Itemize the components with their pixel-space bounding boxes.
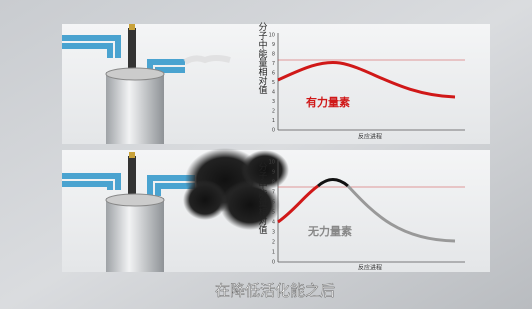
scene: 在降低活化能之后 012345678910分子中能量相对值有力量素反应进程012… <box>0 0 532 309</box>
y-axis-label: 分子中能量相对值 <box>257 22 268 94</box>
y-tick-label: 2 <box>272 240 275 246</box>
y-tick-label: 0 <box>272 260 275 266</box>
caption: 在降低活化能之后 <box>215 282 335 300</box>
y-tick-label: 0 <box>272 128 275 134</box>
y-tick-label: 1 <box>272 118 275 124</box>
y-tick-label: 7 <box>272 190 275 196</box>
y-tick-label: 6 <box>272 200 275 206</box>
y-tick-label: 9 <box>272 42 275 48</box>
y-tick-label: 7 <box>272 61 275 67</box>
x-axis-label: 反应进程 <box>358 133 382 141</box>
y-tick-label: 5 <box>272 80 275 86</box>
curve-label: 无力量素 <box>307 224 352 238</box>
y-tick-label: 10 <box>269 33 275 39</box>
y-tick-label: 4 <box>272 220 275 226</box>
y-tick-label: 4 <box>272 90 275 96</box>
y-tick-label: 3 <box>272 230 275 236</box>
y-tick-label: 1 <box>272 250 275 256</box>
curve-label: 有力量素 <box>306 95 350 109</box>
x-axis-label: 反应进程 <box>358 264 382 272</box>
y-tick-label: 6 <box>272 71 275 77</box>
y-tick-label: 8 <box>272 52 275 58</box>
y-tick-label: 3 <box>272 99 275 105</box>
y-axis-label: 分子中能量相对值 <box>257 162 268 234</box>
y-tick-label: 2 <box>272 109 275 115</box>
y-tick-label: 8 <box>272 180 275 186</box>
y-tick-label: 9 <box>272 170 275 176</box>
y-tick-label: 5 <box>272 210 275 216</box>
y-tick-label: 10 <box>269 160 275 166</box>
